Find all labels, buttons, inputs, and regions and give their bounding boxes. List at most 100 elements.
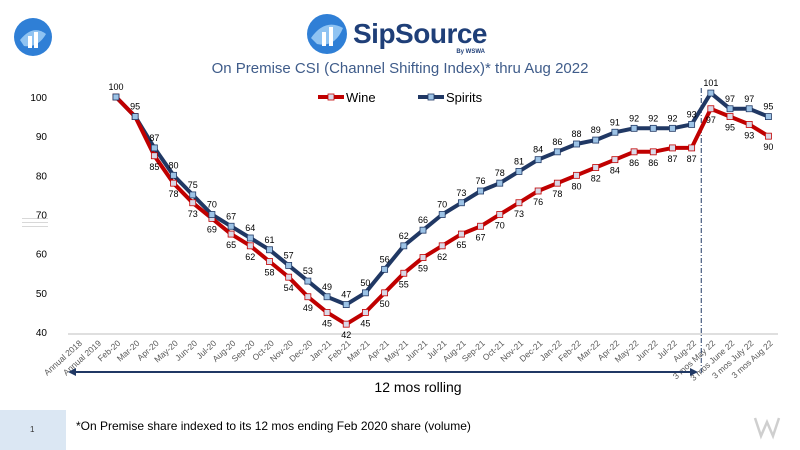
wine-data-label: 62 <box>245 252 255 262</box>
wine-point <box>362 309 369 316</box>
y-tick-label: 70 <box>36 211 48 222</box>
wine-data-label: 50 <box>380 299 390 309</box>
slide-marker <box>22 218 48 230</box>
wine-point <box>630 148 638 156</box>
wine-point <box>381 289 389 297</box>
spirits-data-label: 81 <box>514 156 524 166</box>
spirits-point <box>477 187 484 195</box>
x-tick-label: Jun-21 <box>403 338 429 363</box>
brand-subtitle: By WSWA <box>456 49 485 55</box>
wine-data-label: 73 <box>188 209 198 219</box>
spirits-point <box>323 293 331 301</box>
legend-label: Wine <box>346 90 376 105</box>
wine-point <box>688 144 696 152</box>
footer-box <box>0 410 66 450</box>
spirits-data-label: 87 <box>149 133 159 143</box>
wine-point <box>438 242 446 250</box>
spirits-point <box>112 93 120 101</box>
spirits-data-label: 56 <box>380 254 390 264</box>
wine-data-label: 45 <box>322 318 332 328</box>
wine-point <box>227 230 235 238</box>
spirits-point <box>246 234 254 242</box>
wine-data-label: 65 <box>456 240 466 250</box>
wine-point <box>400 269 408 277</box>
wine-point <box>419 254 427 261</box>
legend: Wine Spirits <box>318 90 483 105</box>
spirits-data-label: 53 <box>303 266 313 276</box>
spirits-data-label: 101 <box>703 78 718 88</box>
spirits-data-label: 93 <box>687 109 697 119</box>
wine-point <box>515 199 523 207</box>
spirits-point <box>496 179 504 187</box>
spirits-data-label: 75 <box>188 180 198 190</box>
wine-point <box>457 230 465 238</box>
spirits-data-label: 50 <box>360 278 370 288</box>
spirits-data-label: 49 <box>322 282 332 292</box>
wine-point <box>707 105 715 113</box>
spirits-point <box>726 105 734 113</box>
y-axis: 40 50 60 70 80 90 100 <box>30 93 47 339</box>
chart-title: On Premise CSI (Channel Shifting Index)*… <box>211 60 589 77</box>
wine-data-label: 85 <box>149 162 159 172</box>
wine-data-label: 54 <box>284 283 294 293</box>
wine-data-label: 59 <box>418 264 428 274</box>
wine-data-label: 93 <box>744 130 754 140</box>
data-labels: 85 78 73 69 65 62 58 54 49 45 42 45 50 55 59 62 65 67 70 73… <box>108 78 773 340</box>
brand-logo: SipSource By WSWA <box>305 12 487 56</box>
spirits-data-label: 67 <box>226 211 236 221</box>
wine-data-label: 73 <box>514 209 524 219</box>
wine-point <box>534 187 542 195</box>
wine-point <box>342 320 350 328</box>
spirits-point <box>688 121 696 128</box>
spirits-data-label: 89 <box>591 125 601 135</box>
spirits-point <box>208 211 216 218</box>
wine-data-label: 55 <box>399 279 409 289</box>
y-tick-label: 60 <box>36 250 48 261</box>
wine-point <box>765 132 772 140</box>
spirits-point <box>745 105 753 113</box>
spirits-data-label: 70 <box>437 200 447 210</box>
spirits-data-label: 78 <box>495 168 505 178</box>
x-tick-label: Jun-22 <box>634 338 660 363</box>
spirits-point <box>573 140 580 148</box>
spirits-point <box>304 277 312 285</box>
wine-point <box>573 171 580 179</box>
spirits-point <box>457 199 465 207</box>
spirits-data-label: 47 <box>341 290 351 300</box>
arrow-right-head <box>690 368 698 376</box>
wine-data-label: 80 <box>572 181 582 191</box>
y-tick-label: 50 <box>36 289 48 300</box>
wine-data-label: 62 <box>437 252 447 262</box>
spirits-point <box>534 156 542 164</box>
footnote: *On Premise share indexed to its 12 mos … <box>76 419 471 433</box>
spirits-data-label: 80 <box>169 160 179 170</box>
series-markers <box>112 89 772 328</box>
spirits-data-label: 86 <box>552 137 562 147</box>
spirits-point <box>150 144 158 152</box>
rolling-annotation-label: 12 mos rolling <box>374 379 461 395</box>
wine-point <box>477 222 484 230</box>
wine-data-label: 49 <box>303 303 313 313</box>
spirits-data-label: 92 <box>629 113 639 123</box>
spirits-data-label: 100 <box>108 82 123 92</box>
spirits-data-label: 62 <box>399 231 409 241</box>
w-watermark-icon <box>753 417 781 440</box>
spirits-point <box>189 191 197 199</box>
wine-data-label: 90 <box>763 142 773 152</box>
wine-point <box>266 258 273 265</box>
wine-point <box>150 152 158 160</box>
page-number: 1 <box>30 425 35 434</box>
spirits-point <box>170 171 177 179</box>
legend-swatch-marker <box>327 93 335 101</box>
spirits-data-label: 97 <box>744 94 754 104</box>
wine-data-label: 84 <box>610 166 620 176</box>
spirits-point <box>131 113 139 120</box>
annotation: 12 mos rolling <box>68 368 698 395</box>
wine-data-label: 45 <box>360 318 370 328</box>
spirits-data-label: 70 <box>207 200 217 210</box>
spirits-data-label: 91 <box>610 117 620 127</box>
spirits-point <box>400 242 408 250</box>
wine-point <box>170 179 177 187</box>
spirits-data-label: 61 <box>264 235 274 245</box>
wine-data-label: 58 <box>264 268 274 278</box>
